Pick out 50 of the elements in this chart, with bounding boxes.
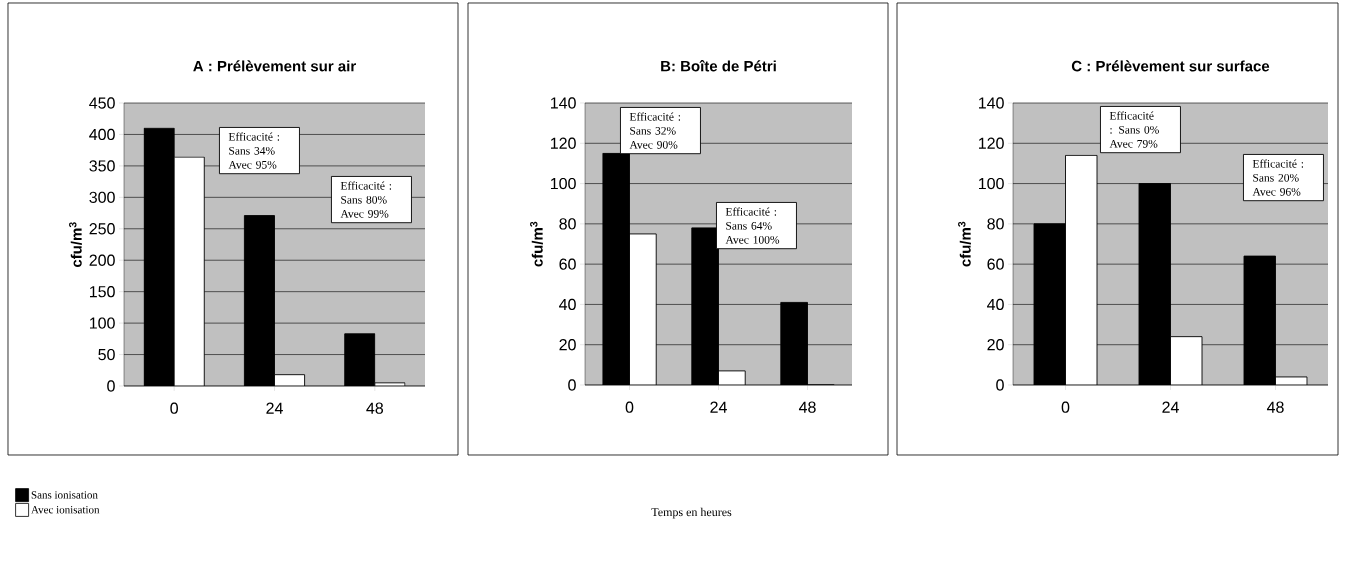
y-tick-label: 80 <box>987 218 1004 230</box>
legend-label: Avec ionisation <box>31 506 100 514</box>
y-tick-label: 450 <box>89 97 115 109</box>
y-tick-label: 300 <box>89 191 115 203</box>
annotation: Efficacité : Sans 32% Avec 90% <box>629 112 681 149</box>
x-tick-label: 0 <box>625 401 634 413</box>
y-tick-label: 0 <box>568 379 576 391</box>
y-tick-label: 40 <box>559 298 576 311</box>
chart-title: A : Prélèvement sur air <box>193 60 356 72</box>
y-tick-label: 150 <box>89 286 115 298</box>
y-tick-label: 120 <box>979 137 1004 149</box>
annotation: Efficacité : Sans 80% Avec 99% <box>340 181 392 218</box>
y-tick-label: 140 <box>551 97 576 109</box>
y-tick-label: 350 <box>89 160 115 172</box>
y-axis-title: cfu/m$^{3}$ <box>958 221 971 267</box>
y-tick-label: 100 <box>89 317 115 329</box>
x-tick-label: 0 <box>1061 401 1070 413</box>
y-tick-label: 200 <box>89 254 115 266</box>
annotation: Efficacité : Sans 64% Avec 100% <box>725 207 780 244</box>
y-tick-label: 250 <box>89 223 115 235</box>
x-tick-label: 48 <box>366 402 384 414</box>
x-axis-title: Temps en heures <box>651 507 732 519</box>
y-axis-title: cfu/m$^{3}$ <box>530 221 543 267</box>
legend-label: Sans ionisation <box>31 491 98 499</box>
y-tick-label: 40 <box>987 298 1004 311</box>
annotation: Efficacité : Sans 20% Avec 96% <box>1252 159 1304 196</box>
y-tick-label: 60 <box>987 258 1004 270</box>
chart-title: B: Boîte de Pétri <box>661 60 776 72</box>
x-tick-label: 24 <box>1162 401 1179 413</box>
y-tick-label: 140 <box>979 97 1004 109</box>
y-tick-label: 50 <box>98 348 115 361</box>
y-tick-label: 0 <box>107 380 115 392</box>
y-tick-label: 120 <box>551 137 576 149</box>
x-tick-label: 24 <box>266 402 283 414</box>
y-tick-label: 20 <box>559 339 576 351</box>
y-tick-label: 80 <box>559 218 576 230</box>
x-tick-label: 48 <box>798 401 816 413</box>
x-tick-label: 0 <box>170 402 178 414</box>
y-tick-label: 0 <box>996 379 1004 391</box>
chart-title: C : Prélèvement sur surface <box>1071 60 1270 72</box>
y-axis-title: cfu/m$^{3}$ <box>69 222 82 268</box>
y-tick-label: 400 <box>89 128 115 141</box>
y-tick-label: 100 <box>979 177 1004 190</box>
y-tick-label: 20 <box>987 339 1004 351</box>
x-tick-label: 48 <box>1266 401 1284 413</box>
y-tick-label: 60 <box>559 258 576 270</box>
x-tick-label: 24 <box>710 401 727 413</box>
annotation: Efficacité : Sans 34% Avec 95% <box>228 132 280 169</box>
y-tick-label: 100 <box>551 177 576 190</box>
annotation: Efficacité : Sans 0% Avec 79% <box>1109 111 1159 148</box>
